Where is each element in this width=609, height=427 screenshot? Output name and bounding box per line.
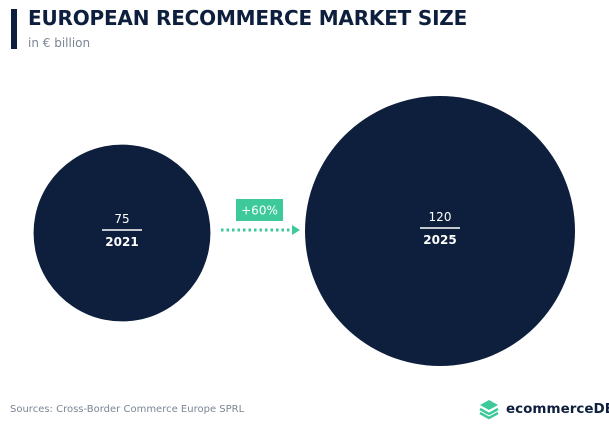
value-label: 120 [429, 210, 452, 224]
value-label: 75 [114, 212, 129, 226]
category-label: 2021 [105, 235, 138, 249]
category-label: 2025 [423, 233, 456, 247]
bubble-2025 [305, 96, 575, 366]
chart-title: EUROPEAN RECOMMERCE MARKET SIZE [28, 6, 468, 30]
brand-name: ecommerceDB [506, 401, 609, 417]
growth-badge [236, 199, 283, 221]
brand-logo: ecommerceDB [478, 398, 609, 420]
arrow-head-icon [292, 225, 300, 235]
source-note: Sources: Cross-Border Commerce Europe SP… [10, 404, 245, 415]
bubble-2021 [33, 144, 211, 322]
title-accent-bar [11, 9, 17, 49]
growth-label: +60% [241, 204, 278, 218]
chart-subtitle: in € billion [28, 36, 91, 50]
stack-logo-icon [479, 400, 499, 420]
